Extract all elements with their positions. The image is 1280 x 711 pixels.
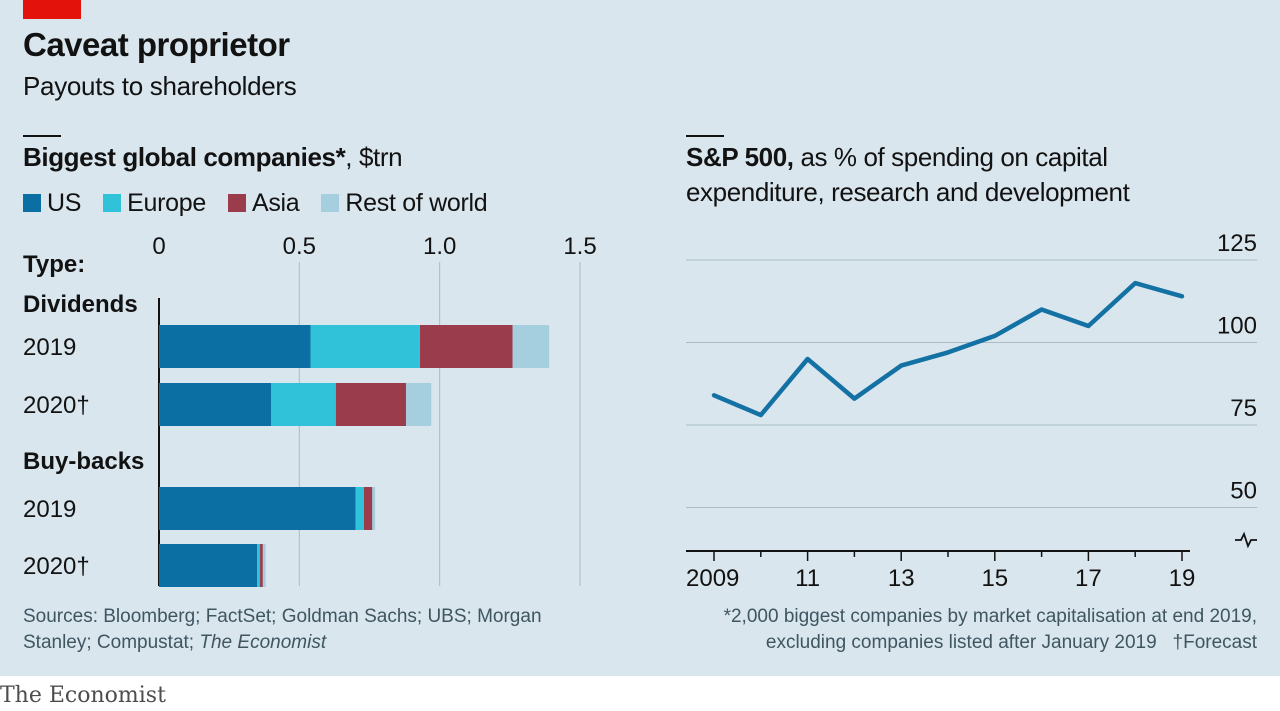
chart-subtitle: Payouts to shareholders bbox=[23, 71, 297, 101]
left-panel-rule bbox=[23, 135, 61, 137]
bar-category-label: 2020† bbox=[23, 553, 90, 580]
legend-swatch bbox=[321, 194, 340, 212]
legend-swatch bbox=[103, 194, 122, 212]
footnote-line1: *2,000 biggest companies by market capit… bbox=[723, 606, 1257, 627]
line-x-tick-label: 11 bbox=[795, 565, 820, 592]
bar-segment bbox=[420, 325, 513, 368]
footnote-forecast: †Forecast bbox=[1172, 632, 1257, 653]
bar-segment bbox=[512, 325, 550, 368]
legend-item: Rest of world bbox=[321, 188, 488, 218]
axis-break-icon bbox=[1235, 531, 1257, 549]
line-y-tick-label: 100 bbox=[1217, 313, 1257, 340]
bar-segment bbox=[271, 383, 336, 426]
bar-segment bbox=[405, 383, 432, 426]
right-panel-rule bbox=[686, 135, 724, 137]
left-panel-title: Biggest global companies*, $trn bbox=[23, 142, 403, 173]
footnote-line2: excluding companies listed after January… bbox=[765, 632, 1157, 653]
bar-x-tick-label: 0 bbox=[152, 233, 165, 260]
footnote: *2,000 biggest companies by market capit… bbox=[637, 604, 1257, 656]
brand-red-tag bbox=[23, 0, 81, 19]
left-panel-title-unit: , $trn bbox=[345, 142, 403, 172]
line-x-tick-label: 2009 bbox=[686, 565, 739, 592]
line-series bbox=[711, 280, 1185, 418]
line-x-tick-label: 15 bbox=[981, 565, 1008, 592]
bar-segment bbox=[260, 544, 263, 587]
sources-text: Sources: Bloomberg; FactSet; Goldman Sac… bbox=[23, 606, 542, 653]
sources-note: Sources: Bloomberg; FactSet; Goldman Sac… bbox=[23, 604, 583, 656]
line-x-tick-label: 19 bbox=[1169, 565, 1196, 592]
right-panel-title: S&P 500, as % of spending on capital exp… bbox=[686, 140, 1246, 210]
bar-segment bbox=[372, 487, 376, 530]
legend-item: US bbox=[23, 189, 81, 218]
bar-group-label: Buy-backs bbox=[23, 448, 144, 475]
bar-segment bbox=[257, 544, 261, 587]
line-y-tick-label: 125 bbox=[1217, 230, 1257, 257]
line-y-tick-label: 75 bbox=[1230, 395, 1257, 422]
line-y-tick-label: 50 bbox=[1230, 478, 1257, 505]
bar-segment bbox=[159, 383, 272, 426]
legend-label: Asia bbox=[251, 188, 300, 217]
bar-type-label: Type: bbox=[23, 251, 85, 278]
bar-x-tick-label: 1.0 bbox=[423, 233, 456, 260]
line-x-tick-label: 13 bbox=[888, 565, 915, 592]
bar-segment bbox=[310, 325, 421, 368]
bar-segment bbox=[355, 487, 364, 530]
right-panel-title-bold: S&P 500, bbox=[686, 142, 794, 172]
left-panel-title-bold: Biggest global companies* bbox=[23, 142, 346, 172]
bar-x-tick-label: 0.5 bbox=[283, 233, 316, 260]
bar-x-tick-label: 1.5 bbox=[563, 233, 596, 260]
bar-group-label: Dividends bbox=[23, 291, 138, 318]
bar-segment bbox=[159, 544, 258, 587]
brand-wordmark: The Economist bbox=[0, 683, 166, 708]
bar-segment bbox=[363, 487, 373, 530]
bar-category-label: 2019 bbox=[23, 496, 76, 523]
bar-segment bbox=[159, 487, 356, 530]
sources-italic: The Economist bbox=[199, 632, 327, 653]
chart-title: Caveat proprietor bbox=[23, 26, 290, 63]
legend-item: Europe bbox=[103, 189, 206, 218]
bar-category-label: 2019 bbox=[23, 334, 76, 361]
legend-swatch bbox=[227, 194, 246, 212]
legend-item: Asia bbox=[227, 188, 300, 218]
legend-label: Europe bbox=[127, 188, 206, 217]
bar-segment bbox=[262, 544, 266, 587]
legend-label: Rest of world bbox=[345, 188, 488, 217]
legend-label: US bbox=[47, 188, 82, 217]
bar-segment bbox=[159, 325, 311, 368]
legend-swatch bbox=[23, 194, 41, 212]
right-panel-title-rest: as % of spending on capital expenditure,… bbox=[686, 142, 1130, 207]
bar-category-label: 2020† bbox=[23, 392, 90, 419]
line-x-tick-label: 17 bbox=[1075, 565, 1102, 592]
legend: US Europe Asia Rest of world bbox=[23, 187, 509, 219]
bar-segment bbox=[335, 383, 406, 426]
